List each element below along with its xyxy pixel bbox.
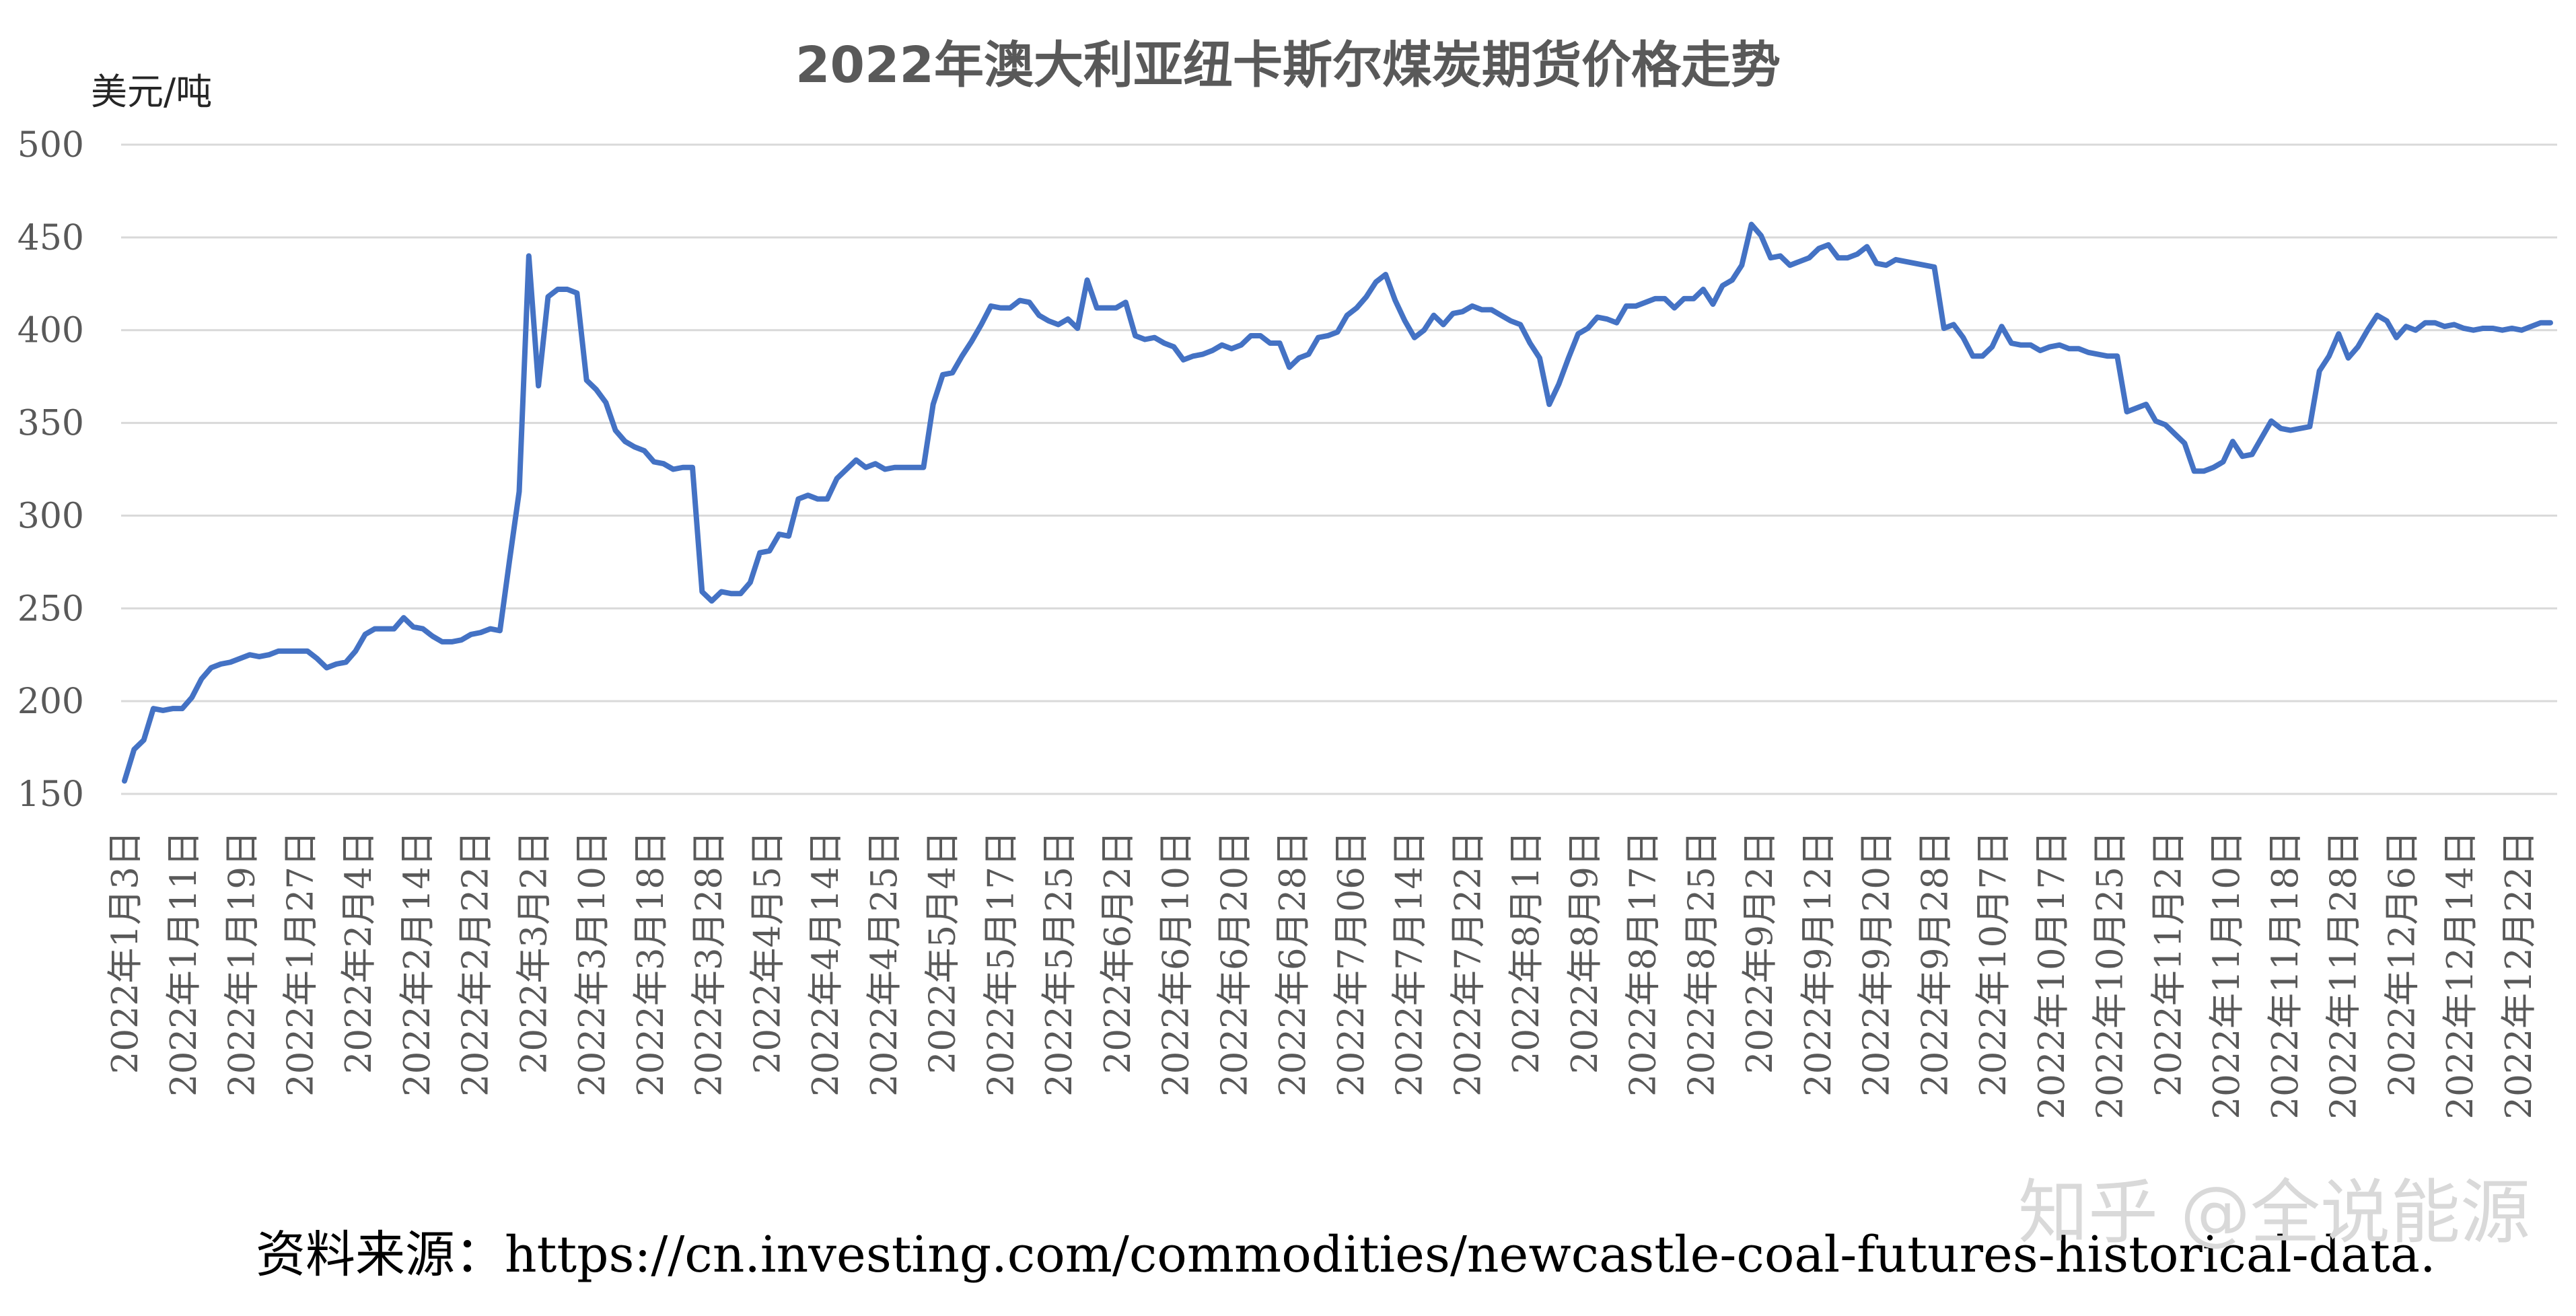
x-tick-label: 2022年10月17日 bbox=[2032, 831, 2073, 1120]
x-tick-label: 2022年5月25日 bbox=[1039, 831, 1080, 1097]
x-tick-label: 2022年1月11日 bbox=[164, 831, 205, 1097]
x-tick-label: 2022年4月5日 bbox=[747, 831, 788, 1074]
chart-title: 2022年澳大利亚纽卡斯尔煤炭期货价格走势 bbox=[795, 36, 1781, 94]
y-tick-label: 350 bbox=[17, 404, 84, 444]
x-tick-label: 2022年8月17日 bbox=[1623, 831, 1664, 1097]
x-tick-label: 2022年8月1日 bbox=[1506, 831, 1547, 1074]
y-tick-label: 400 bbox=[17, 311, 84, 351]
x-tick-label: 2022年11月28日 bbox=[2324, 831, 2365, 1120]
y-tick-label: 500 bbox=[17, 125, 84, 166]
watermark: 知乎 @全说能源 bbox=[2018, 1171, 2530, 1253]
x-tick-label: 2022年3月18日 bbox=[631, 831, 672, 1097]
x-tick-label: 2022年4月14日 bbox=[806, 831, 847, 1097]
x-tick-label: 2022年6月28日 bbox=[1273, 831, 1314, 1097]
x-tick-label: 2022年10月7日 bbox=[1973, 831, 2014, 1097]
x-tick-label: 2022年1月3日 bbox=[105, 831, 146, 1074]
x-tick-label: 2022年6月20日 bbox=[1214, 831, 1255, 1097]
y-tick-label: 450 bbox=[17, 218, 84, 258]
x-tick-label: 2022年10月25日 bbox=[2090, 831, 2131, 1120]
x-tick-label: 2022年9月20日 bbox=[1857, 831, 1898, 1097]
x-tick-label: 2022年2月14日 bbox=[397, 831, 438, 1097]
x-tick-label: 2022年4月25日 bbox=[864, 831, 905, 1097]
x-tick-label: 2022年12月6日 bbox=[2382, 831, 2423, 1097]
y-tick-label: 150 bbox=[17, 774, 84, 815]
x-tick-label: 2022年12月14日 bbox=[2440, 831, 2481, 1120]
y-tick-label: 300 bbox=[17, 496, 84, 536]
x-tick-label: 2022年3月28日 bbox=[689, 831, 730, 1097]
x-tick-label: 2022年6月2日 bbox=[1098, 831, 1139, 1074]
x-tick-label: 2022年3月2日 bbox=[513, 831, 554, 1074]
x-tick-label: 2022年7月22日 bbox=[1447, 831, 1489, 1097]
x-tick-label: 2022年8月25日 bbox=[1681, 831, 1722, 1097]
y-tick-label: 200 bbox=[17, 682, 84, 722]
x-tick-label: 2022年5月4日 bbox=[923, 831, 964, 1074]
x-tick-label: 2022年2月22日 bbox=[456, 831, 497, 1097]
series-layer bbox=[122, 221, 2553, 784]
x-tick-label: 2022年9月2日 bbox=[1740, 831, 1781, 1074]
x-tick-label: 2022年2月4日 bbox=[338, 831, 380, 1074]
x-axis-ticks: 2022年1月3日 2022年1月11日 2022年1月19日 2022年1月27日 2… bbox=[105, 831, 2540, 1120]
x-tick-label: 2022年1月19日 bbox=[222, 831, 263, 1097]
x-tick-label: 2022年9月12日 bbox=[1798, 831, 1839, 1097]
source-note: 资料来源：https://cn.investing.com/commoditie… bbox=[256, 1226, 2436, 1284]
x-tick-label: 2022年11月10日 bbox=[2207, 831, 2248, 1120]
price-series-line bbox=[122, 221, 2553, 784]
x-tick-label: 2022年3月10日 bbox=[572, 831, 613, 1097]
y-axis-ticks: 150 200 250 300 350 400 450 500 bbox=[17, 125, 84, 815]
x-tick-label: 2022年7月06日 bbox=[1331, 831, 1372, 1097]
x-tick-label: 2022年9月28日 bbox=[1915, 831, 1956, 1097]
x-tick-label: 2022年11月18日 bbox=[2265, 831, 2306, 1120]
x-tick-label: 2022年12月22日 bbox=[2499, 831, 2540, 1120]
y-axis-unit-label: 美元/吨 bbox=[91, 71, 212, 113]
x-tick-label: 2022年1月27日 bbox=[280, 831, 321, 1097]
x-tick-label: 2022年8月9日 bbox=[1565, 831, 1606, 1074]
y-tick-label: 250 bbox=[17, 589, 84, 629]
x-tick-label: 2022年6月10日 bbox=[1156, 831, 1197, 1097]
x-tick-label: 2022年7月14日 bbox=[1390, 831, 1431, 1097]
x-tick-label: 2022年5月17日 bbox=[980, 831, 1022, 1097]
x-tick-label: 2022年11月2日 bbox=[2148, 831, 2189, 1097]
